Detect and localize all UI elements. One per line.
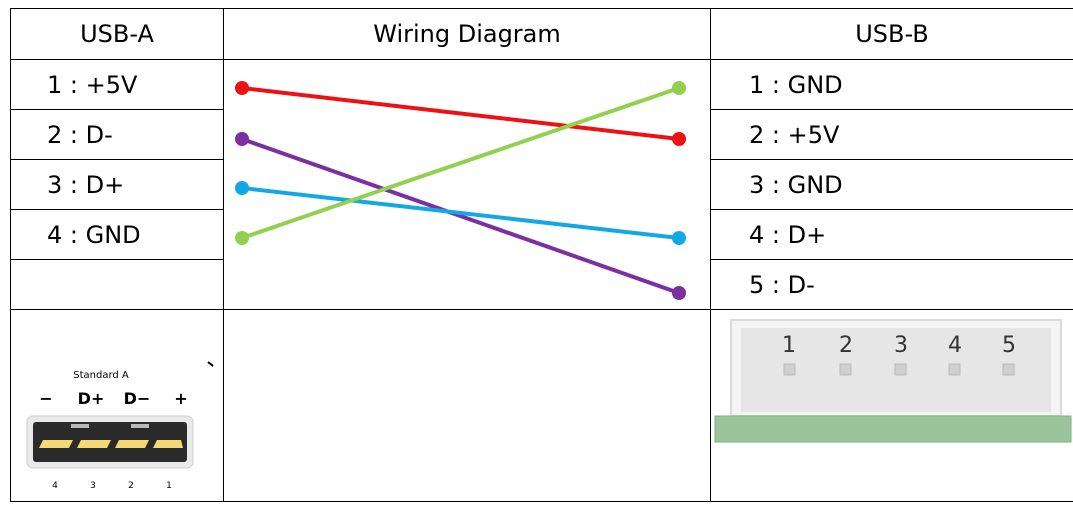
usb-b-figure-cell: 1 2 3 4 5 bbox=[710, 309, 1073, 502]
usb-b-pin-1: 1 : GND bbox=[710, 59, 1073, 110]
usb-b-pin-number-5: 5 bbox=[1002, 333, 1016, 358]
usb-b-header: USB-B bbox=[710, 8, 1073, 60]
usb-b-connector-figure: 1 2 3 4 5 bbox=[714, 319, 1072, 443]
usb-b-pin-4: 4 : D+ bbox=[710, 209, 1073, 260]
usb-a-signal-dminus: D− bbox=[124, 389, 151, 408]
usb-a-header: USB-A bbox=[10, 8, 224, 60]
usb-b-pin-pad-3 bbox=[894, 363, 907, 376]
usb-a-pin-3: 3 : D+ bbox=[10, 159, 224, 210]
usb-b-pin-pad-2 bbox=[839, 363, 852, 376]
usb-b-pin-pad-4 bbox=[948, 363, 961, 376]
usb-a-pin-4: 4 : GND bbox=[10, 209, 224, 260]
usb-a-signal-dplus: D+ bbox=[78, 389, 105, 408]
usb-a-pin-number-4: 4 bbox=[52, 481, 58, 491]
usb-a-pin-2: 2 : D- bbox=[10, 109, 224, 160]
wiring-empty-cell bbox=[223, 309, 711, 502]
usb-a-empty-cell bbox=[10, 259, 224, 310]
usb-b-pin-number-2: 2 bbox=[839, 333, 853, 358]
mark-tick bbox=[207, 361, 214, 367]
usb-a-pin-number-3: 3 bbox=[90, 481, 96, 491]
usb-a-connector-figure: Standard A − D+ D− + 4 3 2 1 bbox=[26, 361, 214, 491]
usb-b-pin-5: 5 : D- bbox=[710, 259, 1073, 310]
usb-a-pin-1: 1 : +5V bbox=[10, 59, 224, 110]
usb-a-pin-number-1: 1 bbox=[166, 481, 172, 491]
usb-a-plug-icon bbox=[26, 415, 194, 469]
usb-a-signal-plus: + bbox=[174, 389, 187, 408]
usb-a-pin-number-2: 2 bbox=[128, 481, 134, 491]
wiring-diagram-header: Wiring Diagram bbox=[223, 8, 711, 60]
usb-b-pin-number-1: 1 bbox=[782, 333, 796, 358]
usb-b-pin-3: 3 : GND bbox=[710, 159, 1073, 210]
usb-b-pin-pad-5 bbox=[1002, 363, 1015, 376]
usb-b-pin-number-3: 3 bbox=[894, 333, 908, 358]
usb-b-pin-number-4: 4 bbox=[948, 333, 962, 358]
usb-b-pin-2: 2 : +5V bbox=[710, 109, 1073, 160]
usb-a-figure-cell: Standard A − D+ D− + 4 3 2 1 bbox=[10, 309, 224, 502]
usb-a-title: Standard A bbox=[73, 370, 129, 381]
wiring-area bbox=[223, 59, 711, 310]
wiring-table: USB-A Wiring Diagram USB-B 1 : +5V 1 : G… bbox=[10, 8, 1073, 502]
usb-b-pin-pad-1 bbox=[783, 363, 796, 376]
usb-a-signal-minus: − bbox=[39, 389, 52, 408]
usb-b-pcb-strip bbox=[714, 415, 1072, 443]
